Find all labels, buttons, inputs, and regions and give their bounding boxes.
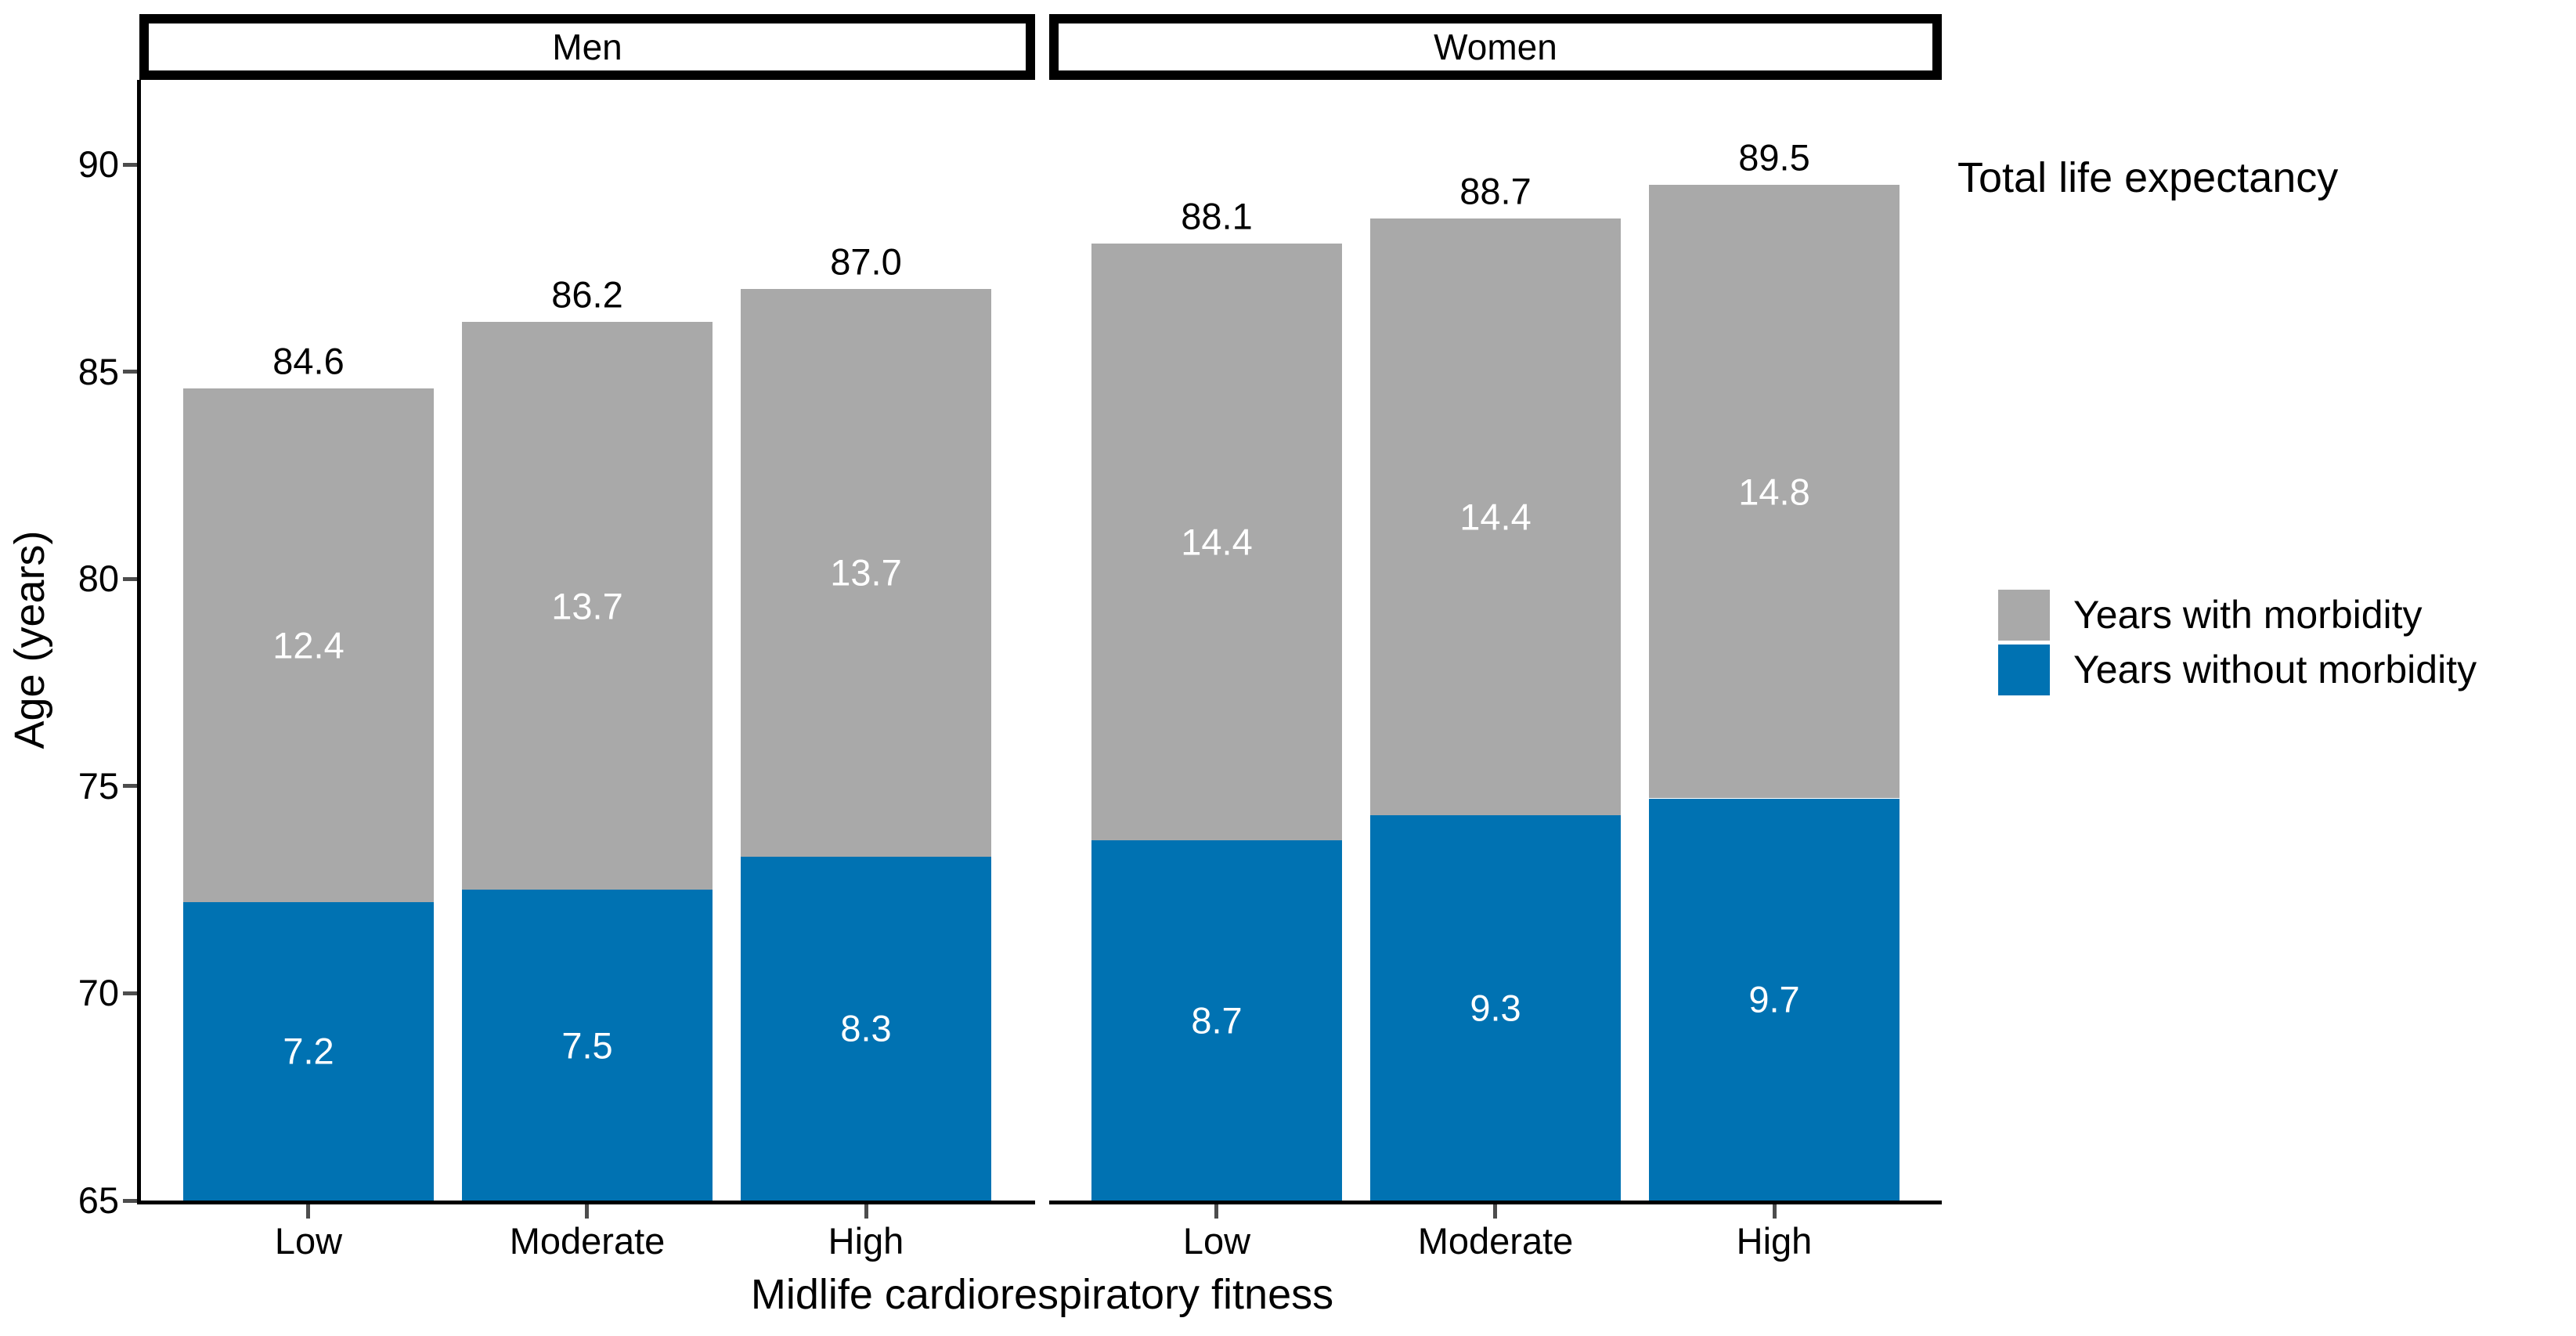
bar-men-high-with-morbidity	[741, 289, 991, 857]
total-life-expectancy-value: 88.7	[1459, 170, 1532, 212]
x-axis-tick-moderate	[585, 1204, 589, 1219]
y-axis-tick-70	[123, 991, 137, 995]
legend-label-years-with-morbidity: Years with morbidity	[2073, 593, 2423, 637]
x-tick-label-high: High	[828, 1220, 904, 1262]
x-tick-label-high: High	[1736, 1220, 1813, 1262]
total-life-expectancy-label: Total life expectancy	[1957, 154, 2339, 201]
legend-entry-years-without-morbidity: Years without morbidity	[1998, 644, 2477, 695]
legend-entry-years-with-morbidity: Years with morbidity	[1998, 589, 2423, 641]
x-axis-tick-moderate	[1493, 1204, 1497, 1219]
bar-value-without-morbidity: 7.2	[283, 1030, 334, 1072]
x-tick-label-low: Low	[274, 1220, 343, 1262]
bar-value-with-morbidity: 14.4	[1459, 496, 1532, 538]
legend-key-years-with-morbidity-swatch	[1998, 589, 2050, 641]
legend-key-years-without-morbidity-swatch	[1998, 644, 2050, 695]
total-life-expectancy-value: 84.6	[272, 340, 345, 382]
bar-women-high-without-morbidity	[1649, 799, 1900, 1201]
bar-women-low-with-morbidity	[1091, 244, 1342, 840]
bar-women-high-with-morbidity	[1649, 185, 1900, 798]
bar-men-low-without-morbidity	[183, 902, 434, 1201]
x-tick-label-low: Low	[1182, 1220, 1251, 1262]
y-tick-label-85: 85	[78, 351, 119, 392]
y-tick-label-90: 90	[78, 143, 119, 185]
bar-men-high-without-morbidity	[741, 857, 991, 1201]
y-axis-tick-80	[123, 577, 137, 581]
x-axis-line-men	[137, 1201, 1035, 1204]
y-tick-label-80: 80	[78, 558, 119, 599]
y-axis-tick-90	[123, 163, 137, 167]
bar-women-moderate-without-morbidity	[1370, 815, 1621, 1201]
facet-strip-men-label: Men	[552, 27, 622, 67]
x-axis-tick-high	[864, 1204, 868, 1219]
total-life-expectancy-value: 87.0	[830, 240, 902, 283]
bar-value-with-morbidity: 13.7	[551, 585, 623, 627]
bar-value-without-morbidity: 7.5	[561, 1024, 613, 1067]
facet-strip-women-label: Women	[1434, 27, 1557, 67]
facet-strip-men: Men	[139, 14, 1035, 80]
x-axis-tick-high	[1773, 1204, 1777, 1219]
y-axis-tick-65	[123, 1199, 137, 1203]
bar-value-with-morbidity: 13.7	[830, 551, 902, 594]
x-axis-title: Midlife cardiorespiratory fitness	[750, 1271, 1334, 1318]
bar-value-with-morbidity: 14.8	[1738, 471, 1810, 513]
bar-value-without-morbidity: 8.3	[840, 1007, 892, 1049]
bar-women-moderate-with-morbidity	[1370, 218, 1621, 815]
y-tick-label-65: 65	[78, 1179, 119, 1221]
x-tick-label-moderate: Moderate	[1417, 1220, 1574, 1262]
total-life-expectancy-value: 88.1	[1181, 195, 1253, 237]
x-axis-line-women	[1049, 1201, 1942, 1204]
total-life-expectancy-value: 86.2	[551, 273, 623, 316]
bar-value-without-morbidity: 8.7	[1191, 999, 1243, 1042]
bar-value-without-morbidity: 9.3	[1470, 987, 1521, 1029]
bar-men-low-with-morbidity	[183, 388, 434, 902]
bar-men-moderate-with-morbidity	[462, 322, 713, 890]
facet-strip-women: Women	[1049, 14, 1942, 80]
y-tick-label-70: 70	[78, 972, 119, 1013]
y-axis-tick-85	[123, 370, 137, 374]
bar-women-low-without-morbidity	[1091, 840, 1342, 1201]
bar-men-moderate-without-morbidity	[462, 890, 713, 1201]
y-axis-tick-75	[123, 784, 137, 788]
y-axis-line	[137, 80, 141, 1204]
bar-value-with-morbidity: 12.4	[272, 624, 345, 666]
bar-value-without-morbidity: 9.7	[1748, 978, 1800, 1020]
legend-label-years-without-morbidity: Years without morbidity	[2073, 648, 2477, 691]
x-axis-tick-low	[1214, 1204, 1218, 1219]
bar-value-with-morbidity: 14.4	[1181, 521, 1253, 563]
y-tick-label-75: 75	[78, 765, 119, 807]
total-life-expectancy-value: 89.5	[1738, 136, 1810, 179]
x-axis-tick-low	[306, 1204, 310, 1219]
x-tick-label-moderate: Moderate	[509, 1220, 666, 1262]
